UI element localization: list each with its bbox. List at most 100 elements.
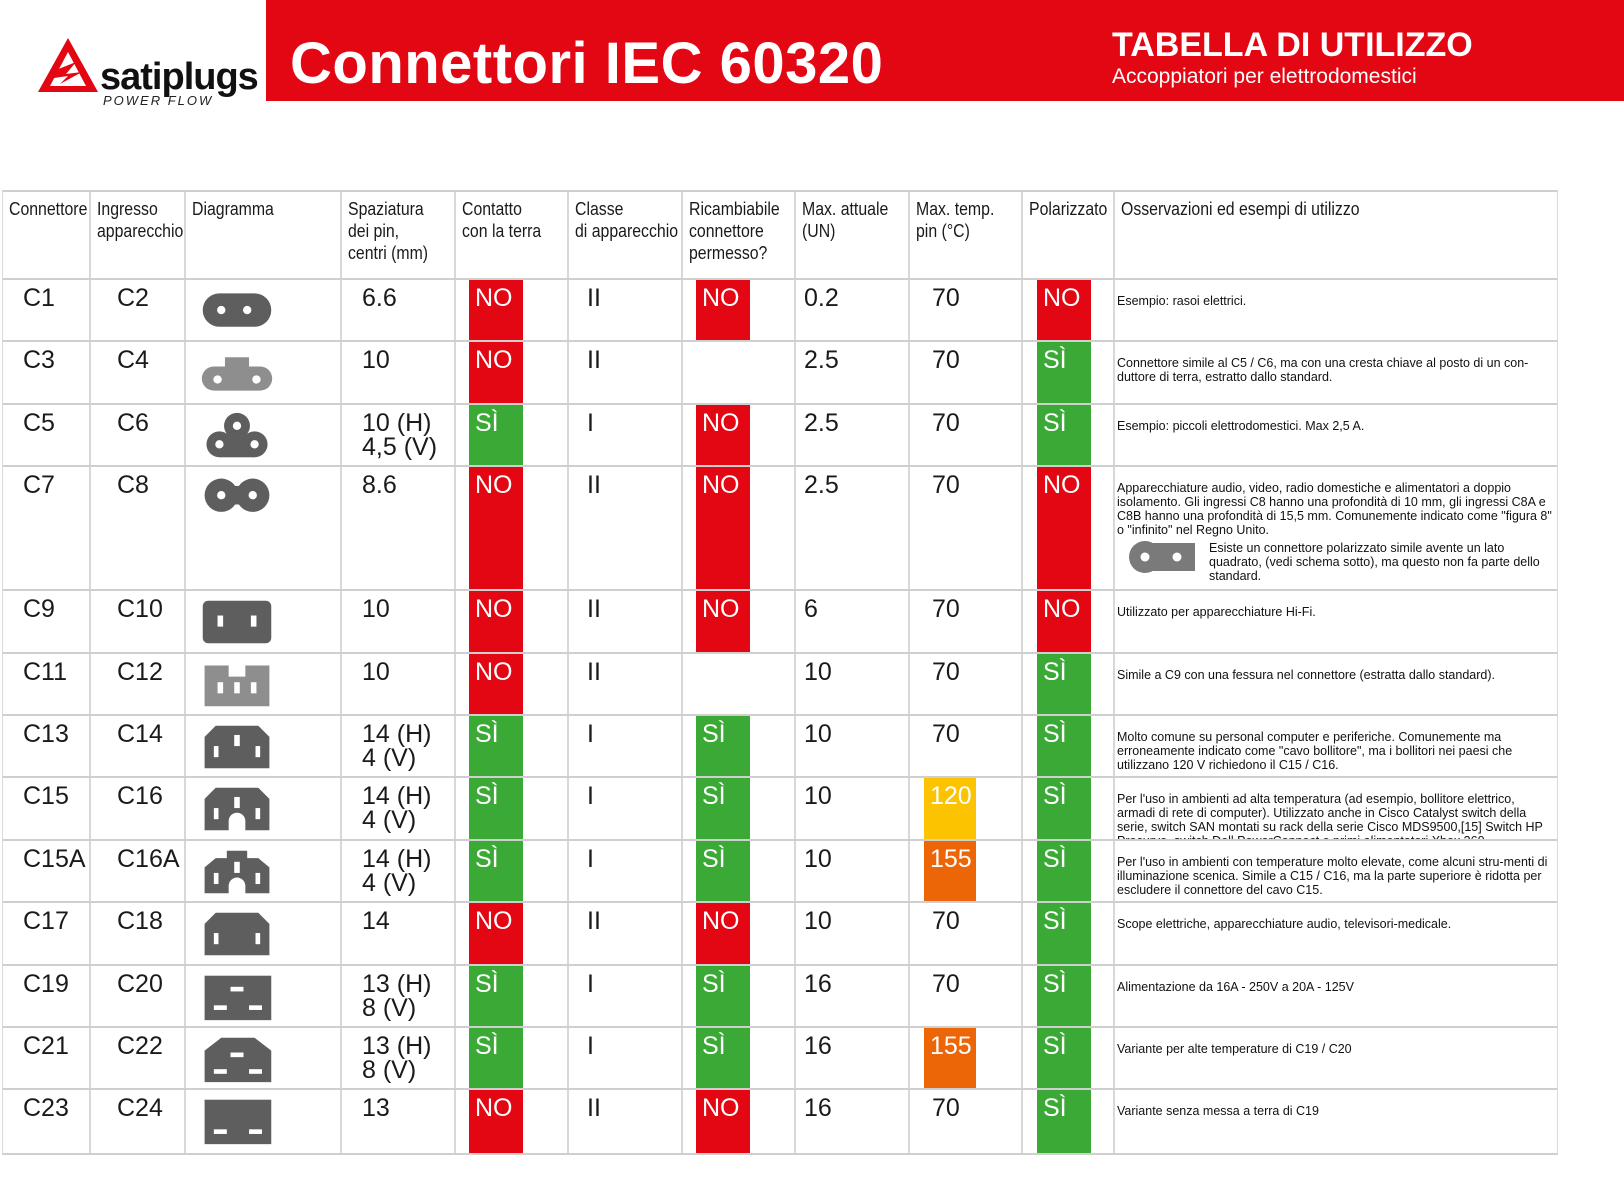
inlet-cell: C10 [91, 591, 186, 652]
spacing-cell: 13 (H) 8 (V) [342, 1027, 456, 1089]
header-cell: Contatto con la terra [456, 192, 569, 278]
current-cell: 10 [796, 840, 910, 902]
class-cell: I [569, 840, 683, 902]
spacing-cell: 10 [342, 591, 456, 652]
current-cell: 16 [796, 1090, 910, 1153]
max-current: 10 [804, 907, 832, 936]
polarized-cell: NO [1023, 280, 1115, 341]
earth-cell: NO [456, 1090, 569, 1153]
connector-cell: C5 [3, 404, 91, 466]
inlet-name: C14 [117, 719, 163, 748]
temp-cell: 70 [910, 342, 1023, 403]
spacing-cell: 10 (H) 4,5 (V) [342, 404, 456, 466]
current-cell: 0.2 [796, 280, 910, 341]
pin-spacing: 10 (H) 4,5 (V) [362, 408, 438, 461]
max-temp: 70 [932, 408, 960, 437]
header-label: Ricambiabile connettore permesso? [689, 199, 780, 263]
header-cell: Classe di apparecchio [569, 192, 683, 278]
table-row: C1 C2 6.6 NO II NO 0.2 70 NO Esempio: rasoi elett… [3, 280, 1557, 343]
rewire-cell: NO [683, 404, 796, 466]
connector-cell: C23 [3, 1090, 91, 1153]
connector-name: C15 [23, 782, 69, 811]
polarized-cell: SÌ [1023, 653, 1115, 714]
c9-rect-2pin-icon [202, 600, 272, 644]
max-current: 16 [804, 969, 832, 998]
appliance-class: II [587, 346, 601, 375]
polarized-badge: SÌ [1037, 903, 1091, 964]
max-current: 16 [804, 1031, 832, 1060]
inlet-name: C2 [117, 284, 149, 312]
class-cell: I [569, 715, 683, 777]
rewire-badge: SÌ [696, 965, 750, 1026]
appliance-class: I [587, 719, 594, 748]
temp-cell: 70 [910, 591, 1023, 652]
header-label: Max. temp. pin (°C) [916, 199, 995, 241]
inlet-cell: C16 [91, 778, 186, 839]
temp-badge: 155 [924, 1027, 976, 1089]
connector-name: C19 [23, 969, 69, 998]
usage-notes: Variante senza messa a terra di C19 [1117, 1104, 1319, 1119]
header-label: Spaziatura dei pin, centri (mm) [348, 199, 429, 263]
connector-name: C5 [23, 408, 55, 437]
connector-name: C9 [23, 595, 55, 624]
earth-cell: NO [456, 342, 569, 403]
polarized-badge: SÌ [1037, 1027, 1091, 1089]
class-cell: II [569, 467, 683, 590]
rewire-cell: NO [683, 467, 796, 590]
max-temp: 70 [932, 657, 960, 686]
earth-cell: SÌ [456, 404, 569, 466]
inlet-cell: C12 [91, 653, 186, 714]
rewire-badge: SÌ [696, 840, 750, 902]
earth-cell: SÌ [456, 715, 569, 777]
notes-cell: Connettore simile al C5 / C6, ma con una… [1115, 342, 1557, 402]
banner-subtitle-secondary: Accoppiatori per elettrodomestici [1112, 65, 1417, 88]
header-cell: Ingresso apparecchio [91, 192, 186, 278]
pin-spacing: 10 [362, 346, 390, 375]
notes-cell: Esempio: rasoi elettrici. [1115, 280, 1557, 340]
header-cell: Osservazioni ed esempi di utilizzo [1115, 192, 1557, 278]
diagram-cell [186, 965, 342, 1026]
header-cell: Max. attuale (UN) [796, 192, 910, 278]
spacing-cell: 14 [342, 903, 456, 964]
connector-cell: C17 [3, 903, 91, 964]
class-cell: I [569, 965, 683, 1026]
max-current: 10 [804, 719, 832, 748]
max-temp: 70 [932, 346, 960, 375]
spacing-cell: 6.6 [342, 280, 456, 341]
temp-cell: 70 [910, 404, 1023, 466]
polarized-cell: SÌ [1023, 342, 1115, 403]
polarized-badge: NO [1037, 467, 1091, 590]
notes-cell: Apparecchiature audio, video, radio dome… [1115, 467, 1557, 589]
max-temp: 70 [932, 595, 960, 624]
rewire-cell: SÌ [683, 965, 796, 1026]
c15a-notched-3pin-icon [204, 850, 270, 894]
connector-cell: C19 [3, 965, 91, 1026]
header-label: Classe di apparecchio [575, 199, 679, 241]
c21-3pin-icon [204, 1037, 272, 1083]
inlet-cell: C16A [91, 840, 186, 902]
temp-badge: 120 [924, 778, 976, 839]
pin-spacing: 8.6 [362, 471, 397, 500]
earth-badge: NO [469, 342, 523, 403]
polarized-cell: SÌ [1023, 965, 1115, 1026]
diagram-cell [186, 778, 342, 839]
rewire-cell: NO [683, 280, 796, 341]
polarized-badge: SÌ [1037, 1090, 1091, 1153]
rewire-cell: SÌ [683, 840, 796, 902]
class-cell: I [569, 404, 683, 466]
notes-cell: Esempio: piccoli elettrodomestici. Max 2… [1115, 405, 1557, 465]
current-cell: 10 [796, 903, 910, 964]
appliance-class: II [587, 657, 601, 686]
polarized-cell: NO [1023, 467, 1115, 590]
header-cell: Diagramma [186, 192, 342, 278]
usage-notes: Esempio: rasoi elettrici. [1117, 294, 1247, 308]
earth-badge: SÌ [469, 965, 523, 1026]
pin-spacing: 13 (H) 8 (V) [362, 1031, 432, 1084]
c13-3pin-icon [204, 725, 270, 769]
temp-cell: 70 [910, 467, 1023, 590]
connector-cell: C1 [3, 280, 91, 341]
table-row: C9 C10 10 NO II NO 6 70 NO Utilizzato per apparec… [3, 591, 1557, 654]
usage-notes-extra: Esiste un connettore polarizzato simile … [1209, 541, 1540, 584]
diagram-cell [186, 342, 342, 403]
polarized-badge: SÌ [1037, 778, 1091, 839]
